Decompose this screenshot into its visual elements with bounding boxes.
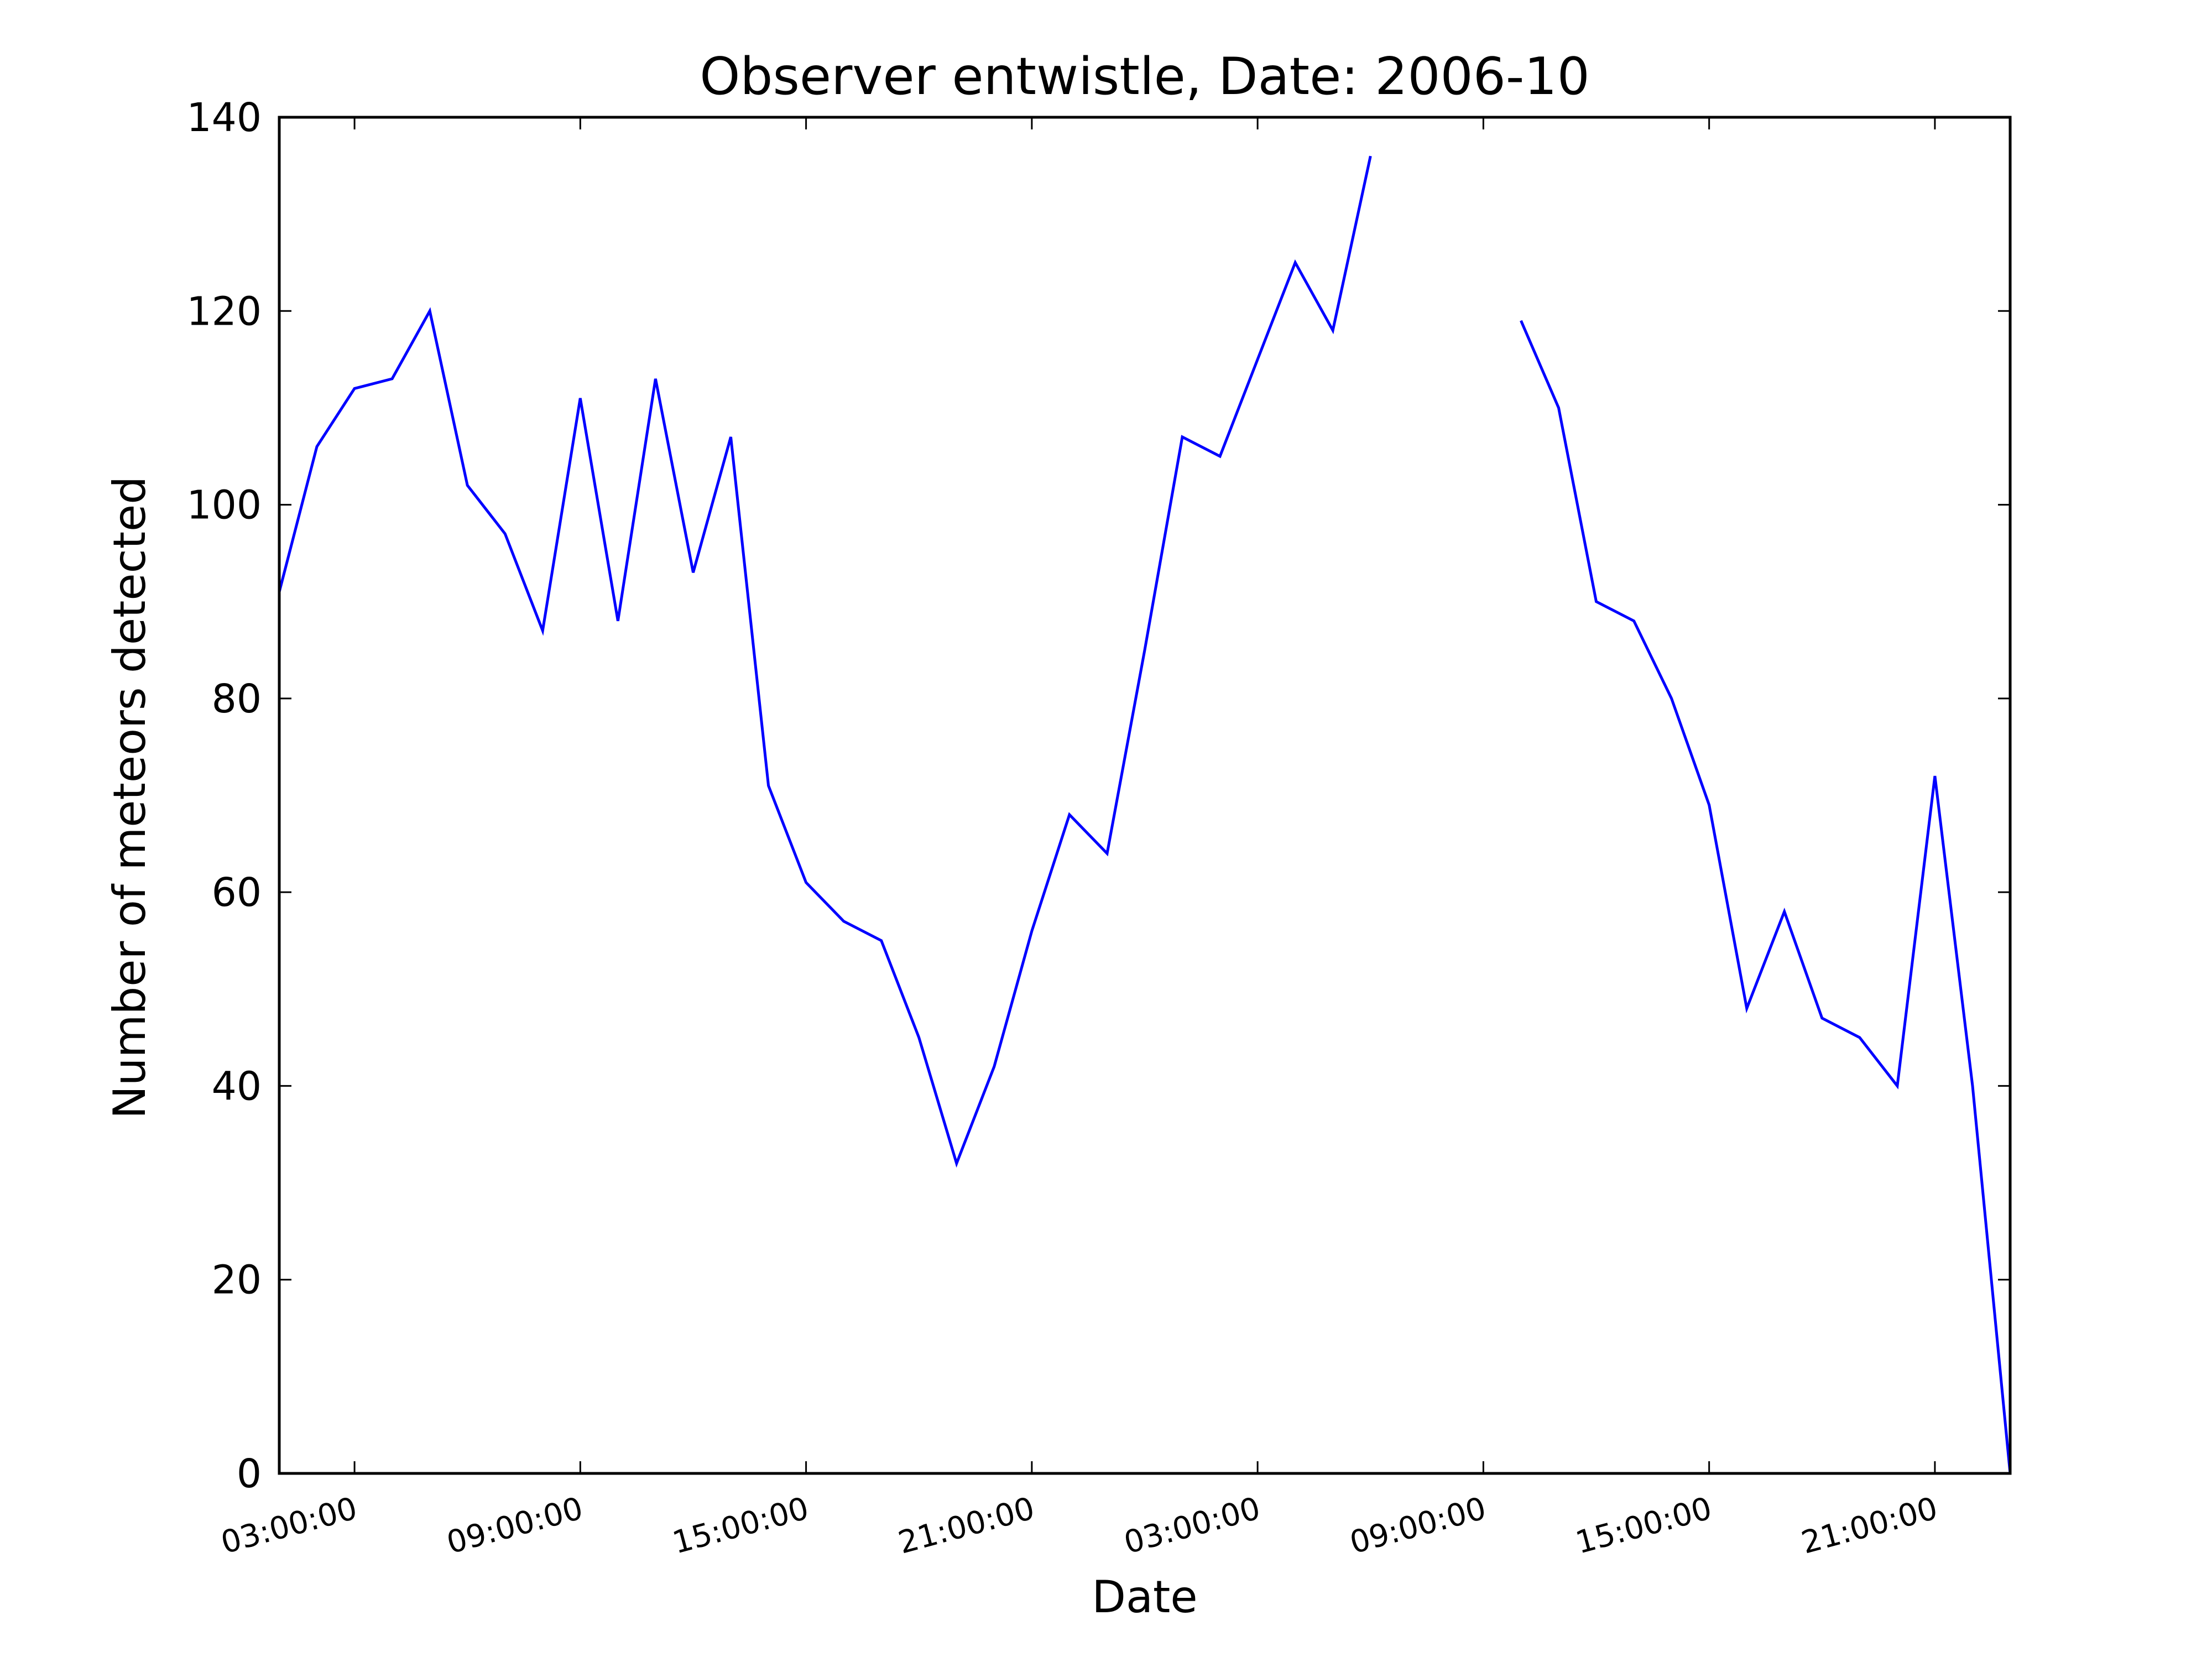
y-tick-label: 60 xyxy=(212,869,262,915)
y-tick-label: 100 xyxy=(186,482,262,528)
plot-frame xyxy=(278,116,2012,1475)
chart-title: Observer entwistle, Date: 2006-10 xyxy=(700,46,1590,106)
x-tick-label: 03:00:00 xyxy=(1120,1491,1264,1561)
x-tick-label: 09:00:00 xyxy=(443,1491,587,1561)
y-tick-label: 120 xyxy=(186,288,262,334)
y-tick-label: 40 xyxy=(212,1063,262,1109)
y-tick-label: 80 xyxy=(212,676,262,722)
x-tick-label: 15:00:00 xyxy=(1572,1491,1716,1561)
x-tick-label: 09:00:00 xyxy=(1346,1491,1490,1561)
x-tick-label: 15:00:00 xyxy=(669,1491,812,1561)
y-axis-label: Number of meteors detected xyxy=(104,476,155,1119)
x-tick-label: 21:00:00 xyxy=(895,1491,1039,1561)
series-line xyxy=(1520,320,2012,1474)
y-tick-label: 140 xyxy=(186,95,262,140)
x-tick-label: 03:00:00 xyxy=(217,1491,361,1561)
y-tick-label: 0 xyxy=(237,1451,262,1497)
x-axis-label: Date xyxy=(1092,1571,1197,1623)
series-line xyxy=(278,155,1372,1168)
plot-area: 0 20 40 60 80 100 120 140 03:00:00 09:00:00 15:00:… xyxy=(186,95,2012,1561)
y-tick-label: 20 xyxy=(212,1257,262,1303)
x-tick-label: 21:00:00 xyxy=(1798,1491,1942,1561)
